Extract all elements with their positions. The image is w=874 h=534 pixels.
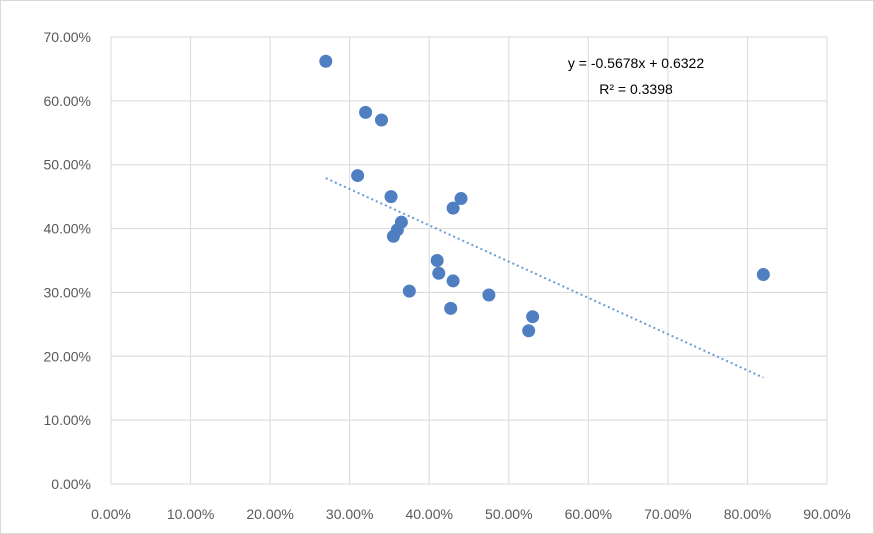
x-tick-label: 50.00% <box>485 506 532 522</box>
trendline-equation: y = -0.5678x + 0.6322 <box>568 55 704 71</box>
y-tick-label: 60.00% <box>44 93 91 109</box>
data-point <box>402 284 416 298</box>
x-tick-label: 20.00% <box>246 506 293 522</box>
data-point <box>756 268 770 282</box>
data-point <box>384 190 398 204</box>
y-tick-label: 10.00% <box>44 412 91 428</box>
data-point <box>454 192 468 206</box>
x-tick-label: 40.00% <box>405 506 452 522</box>
data-point <box>432 266 446 280</box>
data-point <box>446 274 460 288</box>
gridlines <box>110 36 828 485</box>
r-squared-label: R² = 0.3398 <box>599 81 673 97</box>
x-tick-label: 90.00% <box>803 506 850 522</box>
x-tick-label: 0.00% <box>91 506 131 522</box>
y-tick-label: 20.00% <box>44 348 91 364</box>
y-tick-label: 0.00% <box>51 476 91 492</box>
x-tick-label: 80.00% <box>724 506 771 522</box>
data-point <box>351 169 365 183</box>
y-axis-tick-labels: 0.00% 10.00% 20.00% 30.00% 40.00% 50.00% 60.00… <box>44 29 91 492</box>
x-tick-label: 10.00% <box>167 506 214 522</box>
data-point <box>444 301 458 315</box>
data-point <box>386 229 400 243</box>
x-tick-label: 70.00% <box>644 506 691 522</box>
data-point <box>319 54 333 68</box>
x-axis-tick-labels: 0.00% 10.00% 20.00% 30.00% 40.00% 50.00% 60.00… <box>91 506 851 522</box>
data-point <box>526 310 540 324</box>
trendline-group <box>325 177 764 379</box>
trendline <box>325 177 764 379</box>
data-point <box>446 201 460 215</box>
y-tick-label: 30.00% <box>44 284 91 300</box>
data-points <box>319 54 770 338</box>
data-point <box>522 324 536 338</box>
x-tick-label: 60.00% <box>565 506 612 522</box>
x-tick-label: 30.00% <box>326 506 373 522</box>
data-point <box>482 288 496 302</box>
data-point <box>374 113 388 127</box>
y-tick-label: 40.00% <box>44 221 91 237</box>
y-tick-label: 50.00% <box>44 157 91 173</box>
data-point <box>430 254 444 267</box>
data-point <box>359 105 373 119</box>
y-tick-label: 70.00% <box>44 29 91 45</box>
